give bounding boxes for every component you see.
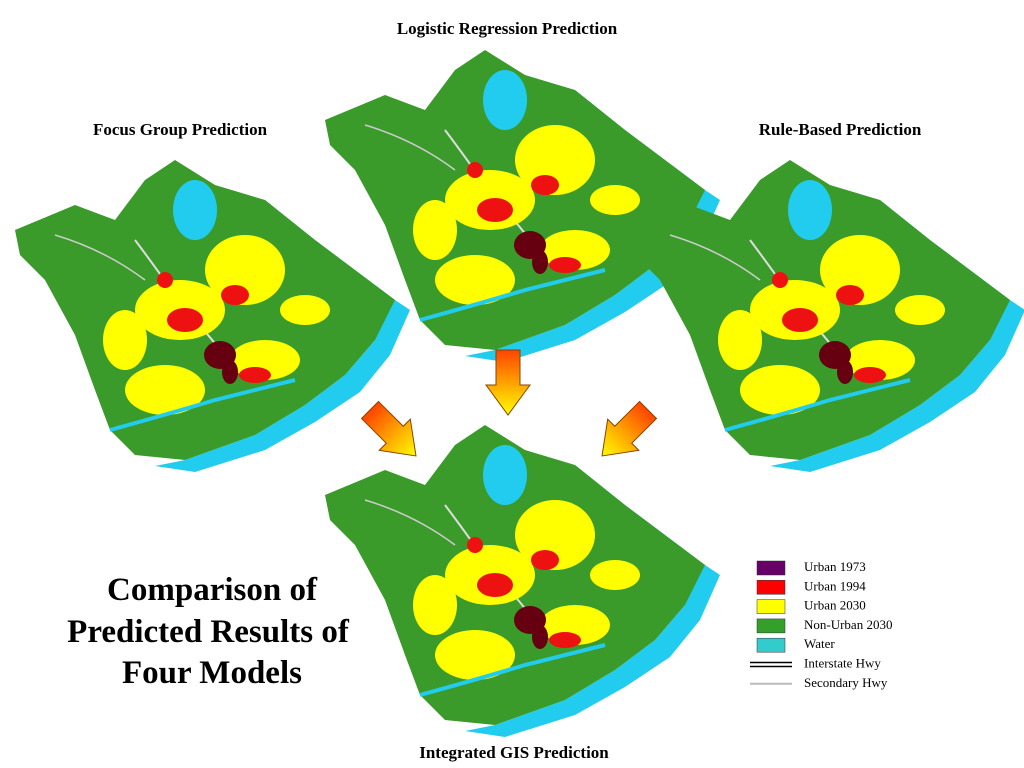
map-title: Rule-Based Prediction (759, 120, 922, 139)
legend-label: Urban 1994 (804, 578, 866, 593)
legend-label: Urban 2030 (804, 598, 866, 613)
map-title: Logistic Regression Prediction (397, 19, 618, 38)
map-focus-group (13, 158, 412, 474)
legend-swatch (756, 580, 786, 595)
map-title: Focus Group Prediction (93, 120, 268, 139)
legend-swatch (756, 599, 786, 614)
legend-label: Water (804, 636, 835, 651)
arrow (353, 393, 433, 473)
map-integrated (323, 423, 722, 739)
legend-swatch (756, 618, 786, 634)
main-title: Four Models (122, 655, 302, 691)
legend-label: Secondary Hwy (804, 675, 888, 690)
map-rule-based (628, 158, 1024, 474)
legend-label: Non-Urban 2030 (804, 617, 892, 632)
main-title: Comparison of (107, 572, 318, 608)
legend: Urban 1973 Urban 1994 Urban 2030 Non-Urban … (750, 559, 892, 690)
legend-label: Interstate Hwy (804, 655, 881, 670)
legend-swatch (756, 560, 786, 576)
legend-swatch (756, 637, 786, 653)
legend-label: Urban 1973 (804, 559, 866, 574)
main-title: Predicted Results of (67, 614, 350, 650)
arrow (585, 393, 665, 473)
map-title: Integrated GIS Prediction (419, 743, 609, 762)
